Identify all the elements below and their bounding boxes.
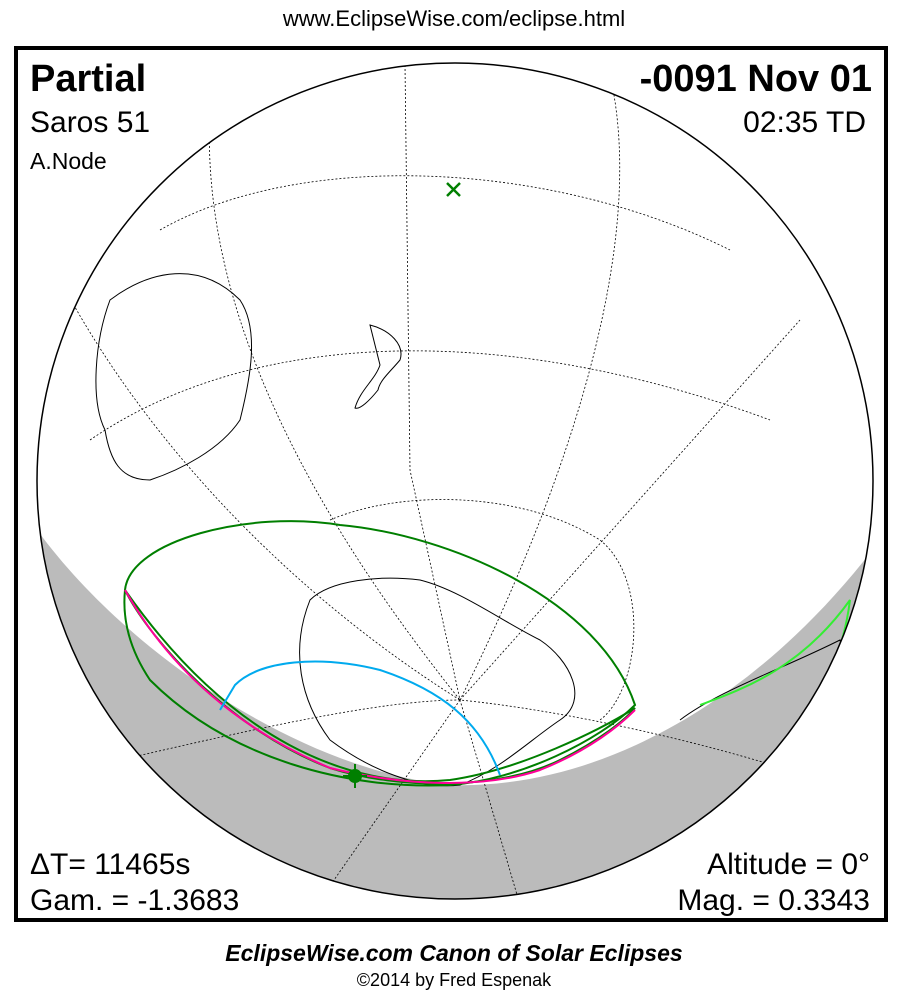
eclipse-type: Partial: [30, 58, 147, 100]
globe-disk: [37, 63, 873, 899]
sunrise-sunset-curve: [219, 660, 501, 776]
antarctica-coast: [299, 577, 576, 787]
saros-number: Saros 51: [30, 106, 151, 139]
greatest-eclipse-star-icon: [343, 764, 367, 788]
gamma: Gam. = -1.3683: [30, 884, 240, 917]
subsolar-point-x-icon: [446, 182, 461, 197]
graticule: [59, 64, 821, 899]
node-label: A.Node: [30, 148, 107, 174]
globe-map: [36, 62, 874, 900]
new-zealand-coast: [354, 324, 402, 409]
footer-title: EclipseWise.com Canon of Solar Eclipses: [225, 940, 683, 966]
altitude: Altitude = 0°: [707, 848, 870, 881]
footer-copyright: ©2014 by Fred Espenak: [356, 970, 552, 990]
eclipse-time: 02:35 TD: [743, 106, 866, 139]
penumbra-outer-limit: [123, 520, 637, 787]
source-url: www.EclipseWise.com/eclipse.html: [282, 6, 626, 31]
australia-coast: [95, 273, 253, 481]
delta-t: ΔT= 11465s: [30, 848, 191, 881]
maximum-eclipse-curve: [124, 589, 636, 784]
magnitude: Mag. = 0.3343: [677, 884, 870, 917]
night-region: [37, 520, 873, 899]
globe-outline: [36, 62, 874, 900]
eclipse-date: -0091 Nov 01: [639, 58, 872, 100]
eclipse-map-frame: Partial -0091 Nov 01 Saros 51 02:35 TD A…: [14, 46, 888, 922]
